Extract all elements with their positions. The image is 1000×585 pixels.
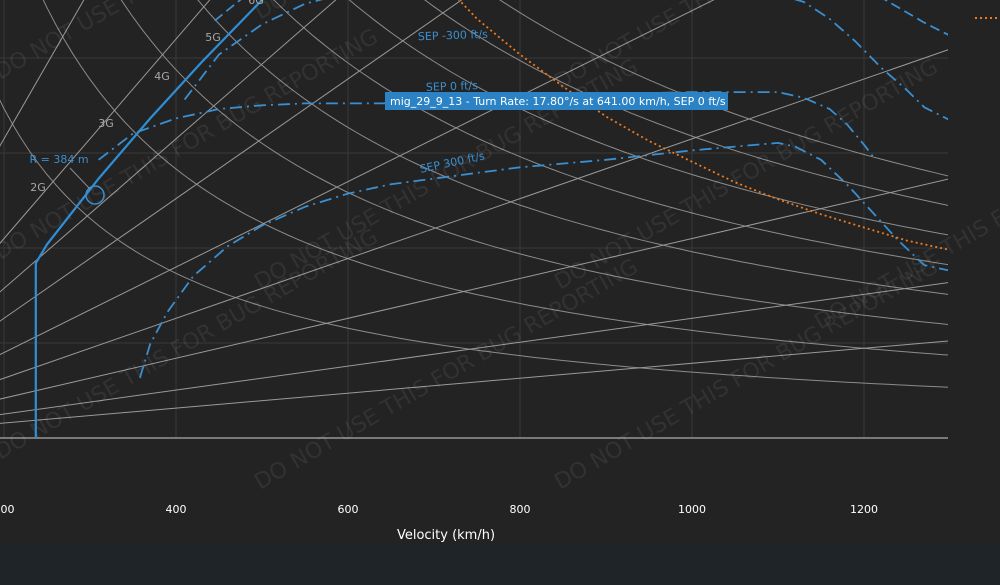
g-label-3: 3G xyxy=(98,117,114,130)
g-label-2: 2G xyxy=(30,181,46,194)
x-tick-label-1000: 1000 xyxy=(678,503,706,516)
series-line-5 xyxy=(457,0,948,251)
tooltip-text: mig_29_9_13 - Turn Rate: 17.80°/s at 641… xyxy=(390,95,726,108)
radius-line-700 xyxy=(0,0,715,356)
g-line-2 xyxy=(0,99,948,388)
g-line-8 xyxy=(424,0,948,206)
g-line-9 xyxy=(499,0,948,177)
g-label-4: 4G xyxy=(154,70,170,83)
radius-marker-leader xyxy=(69,167,91,190)
radius-line-400 xyxy=(0,0,337,293)
x-tick-label-400: 400 xyxy=(166,503,187,516)
radius-marker-label: R = 384 m xyxy=(29,153,88,166)
series-line-0 xyxy=(34,0,264,438)
radius-line-4000 xyxy=(0,340,948,424)
tooltip-box xyxy=(385,92,728,110)
x-axis-title: Velocity (km/h) xyxy=(397,528,495,543)
plot-background xyxy=(0,0,1000,545)
series-line-2 xyxy=(183,0,948,121)
x-tick-label-800: 800 xyxy=(510,503,531,516)
hover-tooltip: mig_29_9_13 - Turn Rate: 17.80°/s at 641… xyxy=(385,92,728,110)
x-tick-label-1200: 1200 xyxy=(850,503,878,516)
radius-line-2500 xyxy=(0,282,948,416)
sep-label-1: SEP 0 ft/s xyxy=(426,79,479,94)
g-label-6: 6G xyxy=(248,0,264,7)
footer-bar xyxy=(0,545,1000,585)
grid xyxy=(0,0,948,439)
radius-line-1500 xyxy=(0,178,948,400)
x-tick-label-200: 200 xyxy=(0,503,15,516)
radius-line-500 xyxy=(0,0,463,322)
x-axis-ticks: 200 400 600 800 1000 1200 xyxy=(0,503,878,516)
radius-marker-circle xyxy=(85,185,105,205)
g-label-5: 5G xyxy=(205,31,221,44)
series-line-4 xyxy=(139,141,948,379)
radius-line-300 xyxy=(0,0,211,244)
g-line-7 xyxy=(348,0,948,236)
sep-label-0: SEP -300 ft/s xyxy=(418,28,489,43)
turn-radius-lines xyxy=(0,0,948,424)
x-tick-label-600: 600 xyxy=(338,503,359,516)
g-line-3 xyxy=(42,0,948,356)
g-line-5 xyxy=(197,0,948,295)
radius-line-1000 xyxy=(0,49,948,381)
